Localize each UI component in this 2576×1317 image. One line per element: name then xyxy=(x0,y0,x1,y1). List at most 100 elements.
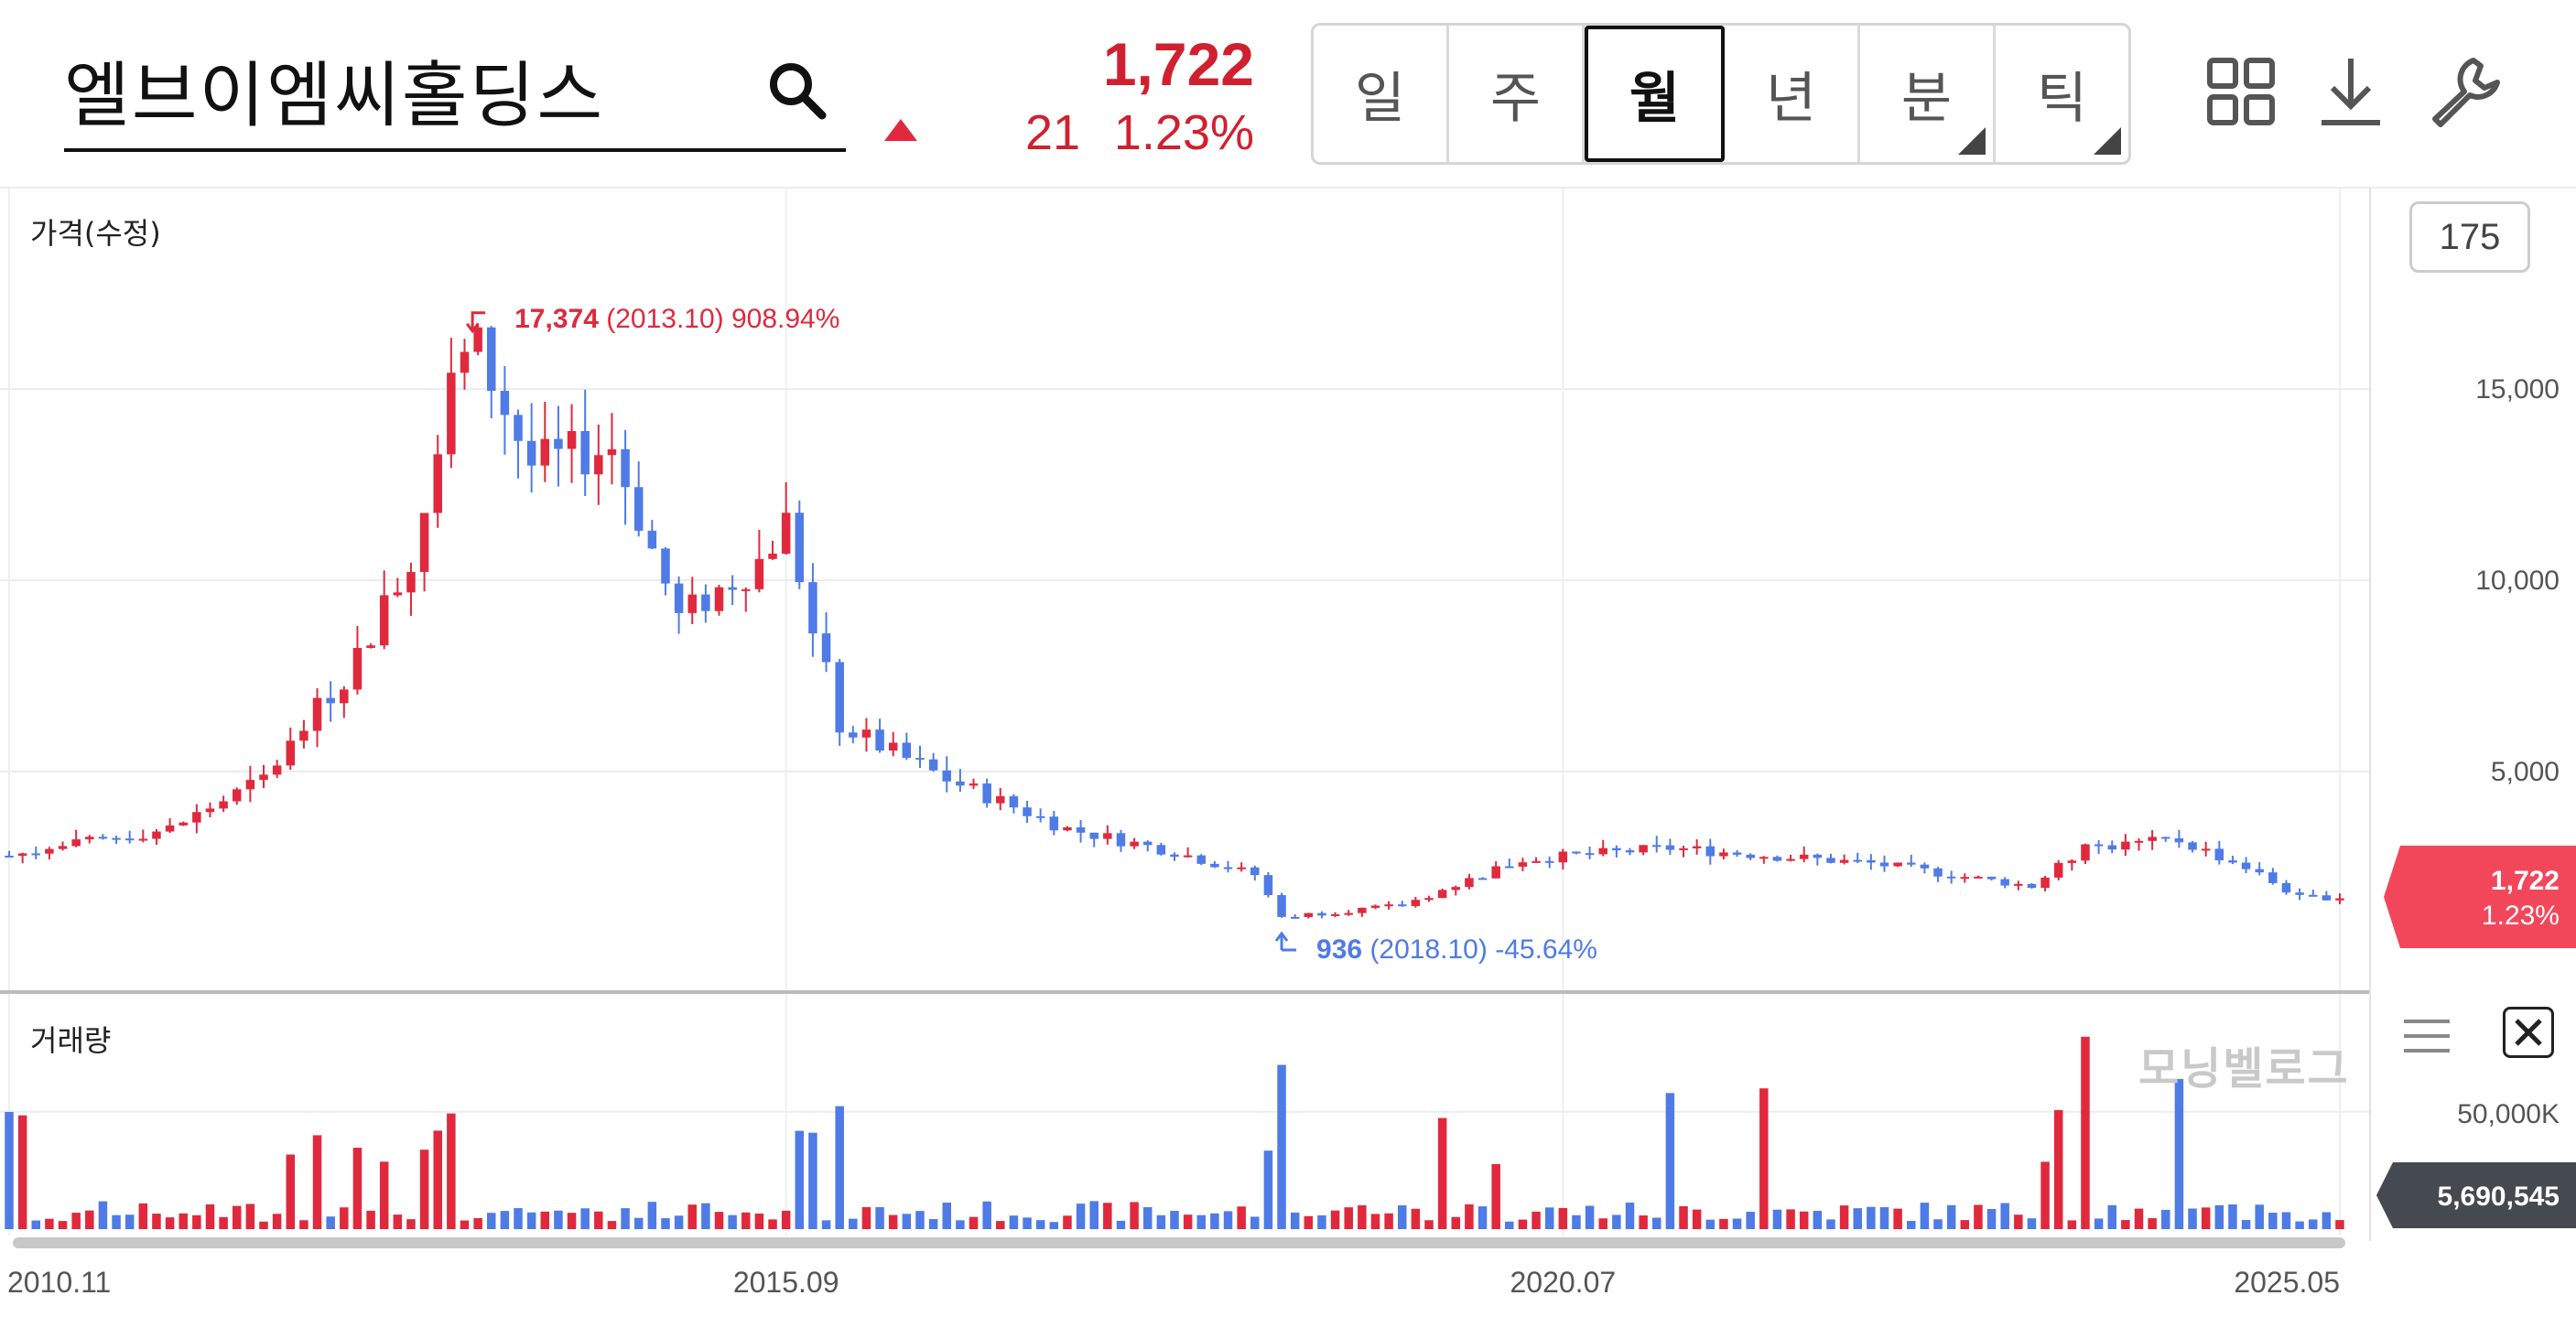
volume-bar xyxy=(621,1208,630,1229)
candle-body xyxy=(861,729,871,738)
volume-bar xyxy=(45,1218,54,1229)
candle-body xyxy=(1103,833,1112,839)
volume-bar xyxy=(915,1211,925,1229)
volume-bar xyxy=(17,1115,27,1229)
volume-bar xyxy=(1986,1208,1997,1229)
volume-bar xyxy=(1544,1207,1554,1229)
candle-body xyxy=(2228,860,2237,863)
volume-bar xyxy=(326,1216,335,1229)
candle-body xyxy=(1424,898,1434,901)
wrench-icon[interactable] xyxy=(2428,55,2501,128)
volume-bar xyxy=(1437,1117,1447,1229)
candle-body xyxy=(447,372,456,455)
volume-bar xyxy=(393,1214,403,1229)
high-date: (2013.10) xyxy=(606,304,731,334)
volume-bar xyxy=(554,1210,563,1229)
candle-body xyxy=(165,825,175,832)
candle-body xyxy=(1237,867,1246,869)
volume-bar xyxy=(2040,1161,2050,1229)
volume-bar xyxy=(2053,1109,2063,1229)
candle-body xyxy=(1170,854,1179,858)
candle-body xyxy=(728,587,737,590)
candle-body xyxy=(1049,816,1059,831)
last-volume-label: 5,690,545 xyxy=(2438,1182,2560,1212)
volume-bar xyxy=(1772,1209,1782,1229)
volume-bar xyxy=(714,1212,724,1229)
tab-year[interactable]: 년 xyxy=(1725,26,1860,162)
volume-bar xyxy=(1223,1211,1233,1229)
volume-bar xyxy=(352,1148,363,1229)
tab-tick[interactable]: 틱 xyxy=(1996,26,2128,162)
tab-minute[interactable]: 분 xyxy=(1860,26,1996,162)
volume-bar xyxy=(1853,1208,1862,1229)
chart-scrollbar[interactable] xyxy=(13,1237,2345,1248)
volume-bar xyxy=(2014,1214,2023,1229)
volume-bar xyxy=(1451,1216,1461,1229)
candle-body xyxy=(1250,867,1260,876)
tab-month[interactable]: 월 xyxy=(1585,26,1725,162)
candle-body xyxy=(1518,862,1528,867)
volume-bar xyxy=(1585,1205,1595,1229)
volume-bar xyxy=(875,1206,884,1229)
volume-bar xyxy=(2201,1207,2211,1229)
volume-bar xyxy=(647,1202,657,1229)
volume-bar xyxy=(514,1208,523,1229)
candle-body xyxy=(124,838,135,841)
volume-bar xyxy=(1826,1219,1835,1229)
candle-body xyxy=(621,448,630,488)
candle-body xyxy=(2188,842,2197,850)
volume-bar xyxy=(1063,1215,1072,1229)
candle-body xyxy=(1759,857,1769,859)
candle-body xyxy=(540,438,550,466)
price-change: 21 xyxy=(1025,105,1081,160)
volume-bar xyxy=(2000,1203,2009,1229)
candle-body xyxy=(1304,912,1314,917)
grid-layout-icon[interactable] xyxy=(2204,55,2278,128)
candle-body xyxy=(2174,838,2184,843)
tab-day[interactable]: 일 xyxy=(1314,26,1449,162)
axis-divider xyxy=(2369,189,2371,1241)
candle-body xyxy=(1411,900,1421,907)
volume-bar xyxy=(1799,1211,1809,1229)
download-icon[interactable] xyxy=(2314,55,2387,128)
x-tick-label: 2010.11 xyxy=(7,1266,111,1299)
low-date: (2018.10) xyxy=(1369,934,1495,965)
volume-bar xyxy=(124,1214,135,1229)
volume-bar xyxy=(1505,1221,1514,1229)
volume-bar xyxy=(996,1221,1005,1229)
candle-body xyxy=(1598,847,1607,855)
volume-bar xyxy=(942,1202,952,1229)
candle-body xyxy=(1142,841,1153,846)
volume-bar xyxy=(2067,1220,2077,1229)
volume-bar xyxy=(1719,1218,1728,1229)
volume-bar xyxy=(969,1216,979,1229)
volume-bar xyxy=(741,1212,751,1229)
candle-body xyxy=(781,513,791,554)
candle-body xyxy=(2268,872,2278,883)
last-volume-tag xyxy=(2376,1162,2576,1228)
candle-body xyxy=(1572,851,1581,854)
candle-body xyxy=(2201,848,2211,851)
search-icon[interactable] xyxy=(765,59,829,123)
volume-bar xyxy=(5,1111,14,1229)
candle-body xyxy=(1330,913,1340,916)
candle-body xyxy=(419,513,429,572)
candle-body xyxy=(2295,892,2304,895)
candle-body xyxy=(272,765,282,775)
close-button[interactable] xyxy=(2503,1007,2554,1058)
candle-body xyxy=(286,740,296,766)
menu-icon[interactable] xyxy=(2402,1016,2452,1056)
candle-body xyxy=(1076,826,1086,833)
search-box[interactable]: 엘브이엠씨홀딩스 xyxy=(64,37,846,152)
volume-bar xyxy=(982,1201,991,1229)
volume-bar xyxy=(1290,1212,1300,1229)
candle-body xyxy=(1986,876,1997,880)
tab-label: 틱 xyxy=(2036,67,2088,131)
candle-body xyxy=(1625,850,1635,853)
tab-week[interactable]: 주 xyxy=(1449,26,1585,162)
volume-bar xyxy=(473,1218,482,1229)
candle-body xyxy=(1612,847,1621,851)
volume-bar xyxy=(192,1214,201,1229)
candle-count-badge[interactable]: 175 xyxy=(2409,201,2530,273)
